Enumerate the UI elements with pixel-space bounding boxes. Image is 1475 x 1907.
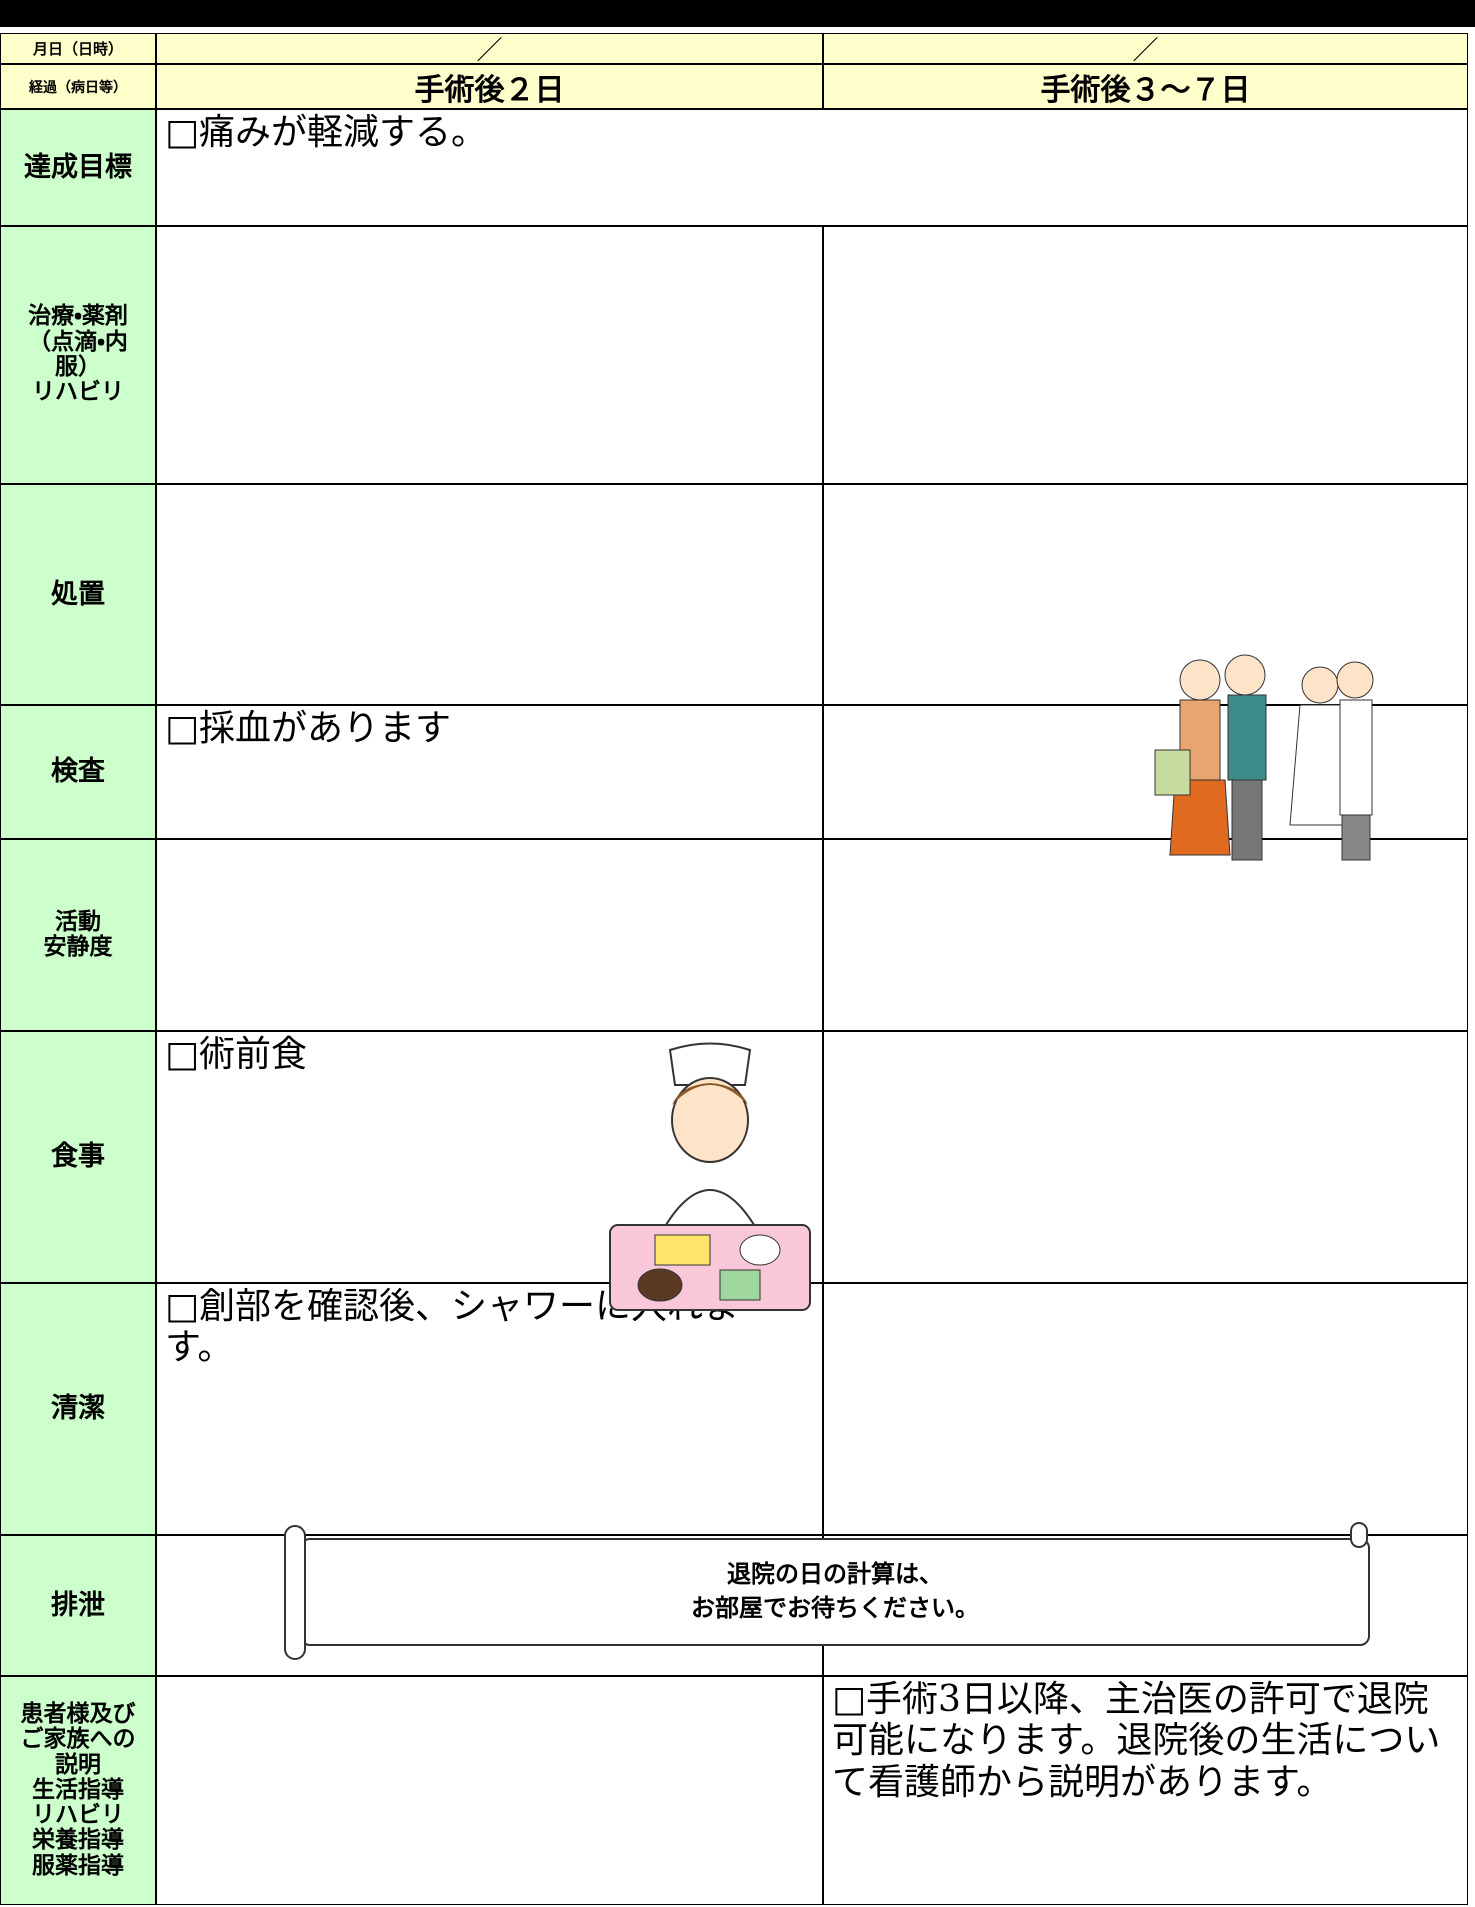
row-label-line: 安静度 [43, 934, 113, 960]
top-bar [0, 0, 1475, 27]
row-label-line: 検査 [51, 756, 105, 788]
row-label-line: 服） [55, 354, 101, 380]
row-label: 清潔 [0, 1283, 156, 1535]
cell-text [823, 484, 1468, 705]
cell-text: □術前食 [156, 1031, 823, 1283]
banner-line: 退院の日の計算は、 [727, 1560, 943, 1589]
cell-text [823, 226, 1468, 484]
cell-text [156, 226, 823, 484]
row-label-line: （点滴・内 [28, 328, 128, 355]
row-label: 患者様及び ご家族への 説明 生活指導 リハビリ 栄養指導 服薬指導 [0, 1676, 156, 1905]
column-header: 手術後２日 [156, 64, 823, 109]
row-label-line: 治療・薬剤 [28, 303, 128, 330]
row-label-line: 清潔 [51, 1393, 105, 1425]
cell-text [156, 839, 823, 1031]
row-label: 食事 [0, 1031, 156, 1283]
cell-text [823, 705, 1468, 839]
row-label-line: 処置 [51, 578, 105, 610]
cell-text: □痛みが軽減する。 [156, 109, 1468, 226]
row-label-line: 食事 [51, 1141, 105, 1173]
cell-text: □手術3日以降、主治医の許可で退院可能になります。退院後の生活について看護師から… [823, 1676, 1468, 1905]
row-label: 治療・薬剤 （点滴・内 服） リハビリ [0, 226, 156, 484]
banner: 退院の日の計算は、お部屋でお待ちください。 [300, 1538, 1370, 1646]
cell-text [823, 1283, 1468, 1535]
row-label-line: 達成目標 [24, 151, 132, 183]
row-label-line: リハビリ [32, 1802, 124, 1829]
cell-text: □採血があります [156, 705, 823, 839]
date-label: 月日（日時） [0, 33, 156, 64]
column-header: 手術後３～７日 [823, 64, 1468, 109]
banner-roll [284, 1525, 306, 1660]
cell-text [823, 839, 1468, 1031]
row-label: 達成目標 [0, 109, 156, 226]
row-label: 処置 [0, 484, 156, 705]
banner-roll [1350, 1522, 1368, 1548]
row-label-line: 生活指導 [32, 1776, 124, 1803]
date-cell: ／ [823, 33, 1468, 66]
row-label-line: リハビリ [32, 379, 124, 406]
cell-text: □創部を確認後、シャワーに入れます。 [156, 1283, 823, 1535]
cell-text [156, 1676, 823, 1905]
row-label-line: 排泄 [51, 1589, 105, 1621]
cell-text [156, 484, 823, 705]
course-label: 経過（病日等） [0, 64, 156, 109]
banner-line: お部屋でお待ちください。 [691, 1594, 979, 1622]
date-cell: ／ [156, 33, 823, 66]
row-label: 活動 安静度 [0, 839, 156, 1031]
row-label-line: 活動 [55, 908, 101, 935]
row-label-line: ご家族への [20, 1726, 136, 1753]
row-label: 検査 [0, 705, 156, 839]
row-label-line: 栄養指導 [32, 1827, 124, 1854]
row-label-line: 説明 [55, 1751, 101, 1778]
row-label-line: 患者様及び [20, 1700, 136, 1727]
cell-text [823, 1031, 1468, 1283]
row-label: 排泄 [0, 1535, 156, 1676]
row-label-line: 服薬指導 [32, 1852, 124, 1879]
